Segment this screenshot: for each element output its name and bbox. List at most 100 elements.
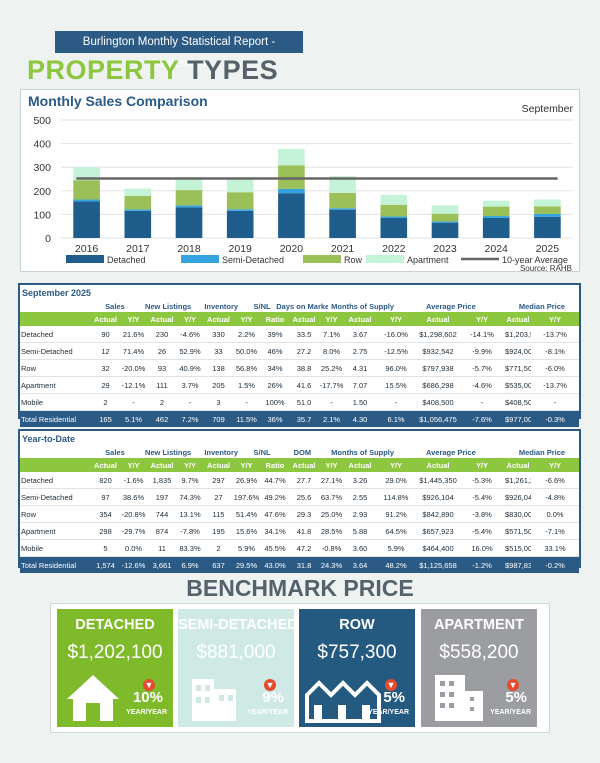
table-cell: 1.5%	[237, 380, 256, 390]
table-cell: 820	[99, 475, 112, 485]
legend-label: Row	[344, 255, 363, 265]
group-header: Inventory	[204, 448, 239, 457]
table-cell: 138	[212, 363, 225, 373]
table-cell: -17.7%	[319, 380, 344, 390]
group-header: Average Price	[425, 448, 476, 457]
table-cell: -0.3%	[545, 414, 565, 424]
legend-swatch	[66, 255, 104, 263]
table-cell: $1,203,500	[505, 329, 531, 339]
bar-semi-detached	[124, 209, 152, 211]
subheader: Actual	[207, 460, 230, 470]
table-cell: 38.6%	[122, 492, 145, 502]
bar-semi-detached	[380, 216, 408, 218]
table-cell: $1,298,602	[419, 329, 457, 339]
benchmark-card-row: ROW $757,300 ▼ 5% YEAR/YEAR	[299, 609, 415, 727]
table-cell: 28.5%	[320, 526, 343, 536]
bar-apartment	[380, 194, 408, 205]
bar-apartment	[431, 205, 459, 214]
sales-chart: Monthly Sales Comparison September 0 100 2…	[20, 89, 580, 273]
subheader: Y/Y	[475, 314, 489, 324]
table-row: Semi-Detached 97 38.6% 197 74.3% 27 197.6% 49.2…	[20, 489, 579, 506]
table-cell: 7.1%	[322, 329, 341, 339]
table-cell: -12.6%	[121, 560, 146, 570]
table-cell: 93	[157, 363, 167, 373]
subheader: Y/Y	[240, 314, 253, 324]
table-cell: 34.1%	[264, 526, 286, 536]
table-cell: 5.88	[352, 526, 368, 536]
table-cell: 3,661	[152, 560, 172, 570]
table-cell: 74.3%	[179, 492, 201, 502]
bar-detached	[278, 193, 305, 238]
table-cell: 50.0%	[235, 346, 258, 356]
table-cell: -	[132, 397, 135, 407]
legend-swatch	[366, 255, 404, 263]
table-cell: 114.8%	[383, 492, 409, 502]
table-cell: 97	[101, 492, 110, 502]
bar-row	[329, 192, 356, 209]
chart-title: Monthly Sales Comparison	[28, 93, 208, 109]
group-header-row: Sales New Listings Inventory S/NL DOM Months …	[20, 447, 579, 458]
table-row: Mobile 5 0.0% 11 83.3% 2 5.9% 45.5% 47.2 -0.8% 3.6…	[20, 540, 579, 557]
house-icon	[67, 675, 119, 721]
bar-row	[278, 165, 305, 189]
card-price: $1,202,100	[67, 642, 163, 663]
table-cell: 3.7%	[181, 380, 199, 390]
table-cell: -5.7%	[472, 363, 492, 373]
table-cell: 15.6%	[235, 526, 258, 536]
card-price: $757,300	[317, 642, 397, 663]
table-cell: 31.8	[296, 560, 312, 570]
x-tick-label: 2020	[280, 243, 304, 255]
table-cell: 16.0%	[471, 543, 493, 553]
bar-semi-detached	[534, 213, 561, 217]
table-cell: 26.9%	[235, 475, 258, 485]
bar-row	[226, 192, 254, 210]
legend-label: Detached	[107, 255, 146, 265]
table-cell: 744	[155, 509, 169, 519]
row-label: Row	[21, 509, 37, 519]
table-cell: 637	[212, 560, 225, 570]
bar-detached	[175, 207, 203, 238]
table-cell: 4.30	[352, 414, 368, 424]
table-cell: 34%	[267, 363, 283, 373]
benchmark-card-semi-detached: SEMI-DETACHED $881,000 ▼ 9% YEAR/YEAR	[178, 609, 298, 727]
bar-detached	[124, 210, 152, 238]
card-price: $881,000	[196, 642, 276, 663]
table-cell: -4.6%	[472, 380, 492, 390]
benchmark-card-apartment: APARTMENT $558,200 ▼ 5% YEAR/YEAR	[421, 609, 537, 727]
table-cell: 47.6%	[264, 509, 286, 519]
y-tick-label: 100	[33, 209, 51, 221]
table-cell: 29.5%	[235, 560, 258, 570]
table-cell: -	[394, 397, 398, 407]
table-cell: -	[188, 397, 192, 407]
subheader: Y/Y	[548, 460, 562, 470]
table-cell: 27.2	[296, 346, 312, 356]
table-cell: 11	[158, 543, 166, 553]
group-header: Inventory	[204, 302, 239, 311]
x-tick-label: 2022	[382, 243, 406, 255]
table-cell: $924,000	[505, 346, 531, 356]
bar-apartment	[226, 179, 254, 193]
table-cell: 3	[216, 397, 221, 407]
table-cell: $842,890	[422, 509, 454, 519]
table-cell: 29.0%	[385, 475, 407, 485]
table-cell: -29.7%	[121, 526, 146, 536]
table-cell: -4.8%	[545, 492, 565, 502]
subheader: Actual	[292, 460, 316, 470]
table-cell: 83.3%	[179, 543, 201, 553]
table-cell: -	[553, 397, 557, 407]
row-label: Total Residential	[21, 560, 77, 570]
table-cell: 4.31	[352, 363, 368, 373]
title-part-1: PROPERTY	[27, 55, 180, 85]
table-cell: 2	[103, 397, 108, 407]
y-tick-label: 400	[33, 139, 51, 151]
row-label: Detached	[21, 475, 54, 485]
table-cell: 33	[214, 346, 223, 356]
bar-row	[73, 180, 100, 200]
table-cell: 51.4%	[235, 509, 258, 519]
table-cell: 38.8	[296, 363, 312, 373]
subheader: Actual	[94, 460, 117, 470]
x-tick-label: 2017	[126, 243, 150, 255]
table-cell: -3.8%	[472, 509, 492, 519]
apartment-icon	[435, 675, 483, 721]
table-cell: -9.9%	[472, 346, 492, 356]
